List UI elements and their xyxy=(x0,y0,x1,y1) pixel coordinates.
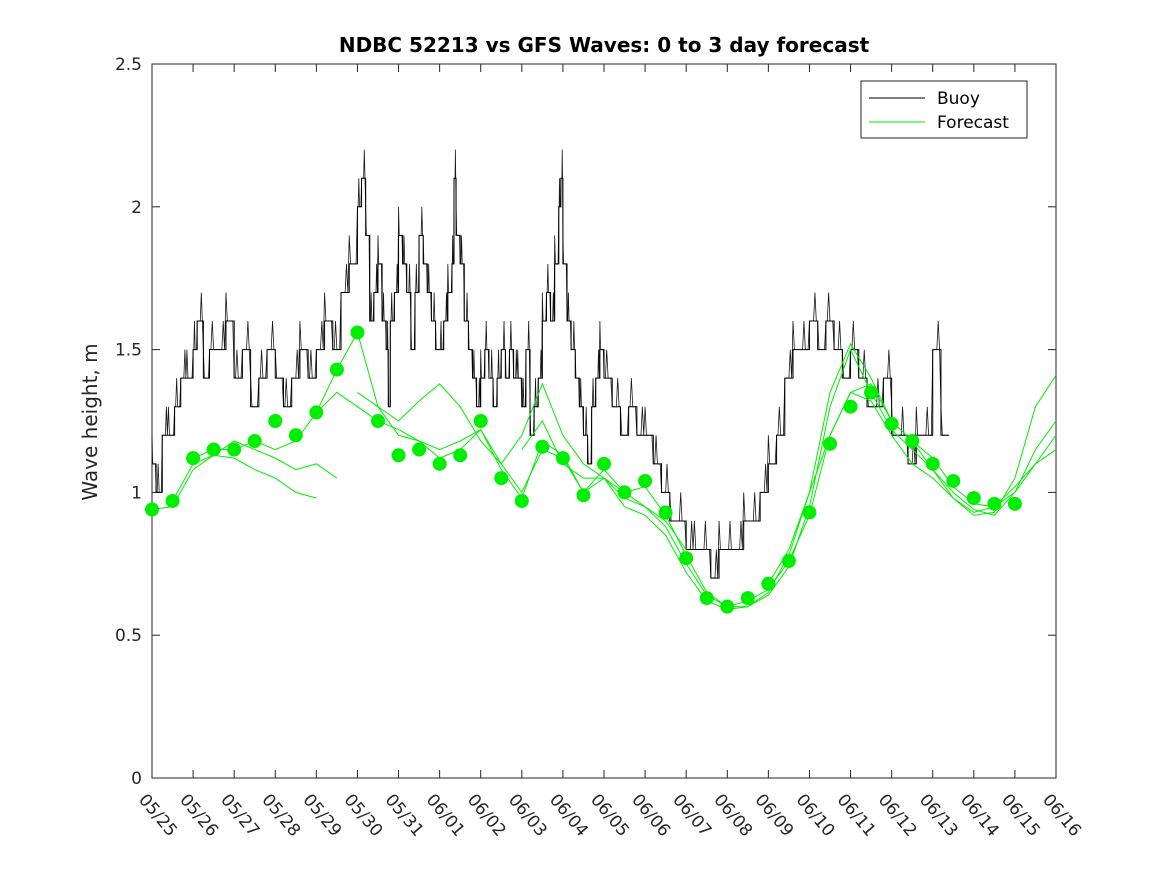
forecast-point xyxy=(247,433,262,448)
forecast-point xyxy=(946,473,961,488)
forecast-point xyxy=(823,436,837,451)
y-tick-label: 2.5 xyxy=(115,55,142,75)
forecast-point xyxy=(268,414,283,428)
legend-forecast-label: Forecast xyxy=(937,113,1009,133)
buoy-series-jitter xyxy=(151,149,948,579)
y-tick-label: 1 xyxy=(131,483,142,503)
legend: Buoy Forecast xyxy=(860,80,1028,139)
forecast-point xyxy=(864,385,879,400)
forecast-point xyxy=(206,442,221,457)
forecast-point xyxy=(617,485,632,500)
forecast-point xyxy=(987,496,1002,511)
forecast-point xyxy=(966,491,981,506)
forecast-point xyxy=(329,362,344,377)
forecast-point xyxy=(576,488,591,503)
forecast-point xyxy=(905,433,920,448)
forecast-point xyxy=(432,456,447,471)
forecast-point xyxy=(925,456,940,471)
forecast-point xyxy=(720,599,735,614)
y-axis-label: Wave height, m xyxy=(78,343,102,500)
forecast-run-line xyxy=(767,391,1057,585)
forecast-run-line xyxy=(172,440,338,502)
forecast-point xyxy=(597,456,611,471)
forecast-point xyxy=(514,493,529,508)
forecast-point xyxy=(288,428,303,443)
forecast-point xyxy=(350,325,365,340)
forecast-point xyxy=(391,448,406,463)
forecast-point xyxy=(843,399,858,414)
forecast-point xyxy=(186,451,201,466)
forecast-point xyxy=(412,442,427,457)
y-tick-label: 1.5 xyxy=(115,341,142,361)
forecast-point xyxy=(761,576,776,591)
y-tick-label: 2 xyxy=(131,198,142,218)
forecast-point xyxy=(884,416,899,431)
forecast-point xyxy=(679,551,694,566)
forecast-point xyxy=(309,405,324,420)
forecast-run-line xyxy=(151,454,317,511)
forecast-point xyxy=(781,553,796,568)
legend-buoy-label: Buoy xyxy=(937,89,980,109)
legend-box xyxy=(860,80,1028,139)
y-tick-label: 0 xyxy=(131,769,142,789)
forecast-point xyxy=(638,473,653,488)
forecast-point xyxy=(494,471,509,486)
forecast-point xyxy=(227,442,242,457)
forecast-point xyxy=(535,439,550,454)
forecast-point xyxy=(699,591,714,606)
chart-title: NDBC 52213 vs GFS Waves: 0 to 3 day fore… xyxy=(339,33,870,57)
forecast-point xyxy=(473,414,488,428)
forecast-point xyxy=(740,591,755,606)
forecast-point xyxy=(453,448,468,463)
forecast-point xyxy=(165,493,180,508)
forecast-point xyxy=(555,451,570,466)
y-tick-label: 0.5 xyxy=(115,626,142,646)
forecast-point xyxy=(371,414,385,428)
forecast-point xyxy=(658,505,673,520)
forecast-point xyxy=(145,502,159,517)
forecast-point xyxy=(1007,496,1022,511)
forecast-point xyxy=(802,505,817,520)
